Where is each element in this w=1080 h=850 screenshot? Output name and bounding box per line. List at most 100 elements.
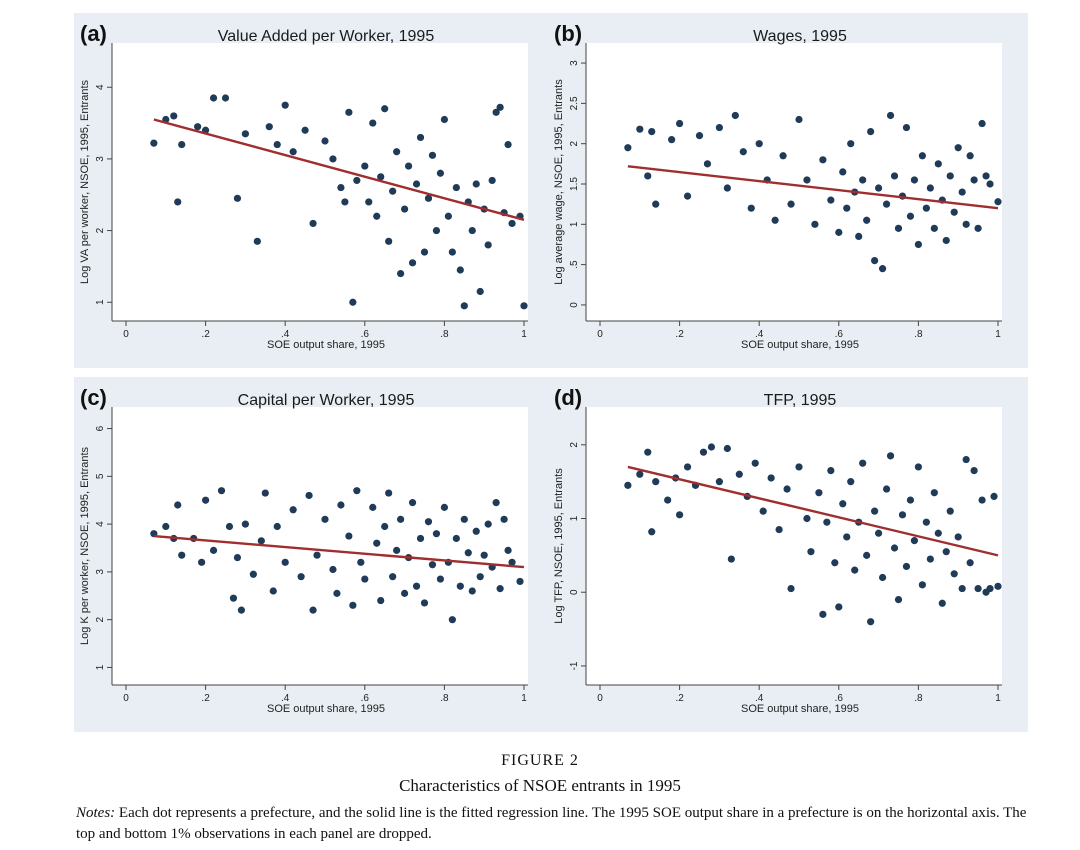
data-point — [676, 511, 684, 519]
x-tick-label: .2 — [675, 693, 684, 704]
data-point — [174, 501, 182, 509]
data-point — [767, 474, 775, 482]
data-point — [397, 515, 405, 523]
data-point — [237, 606, 246, 614]
plot-area — [586, 407, 1002, 685]
data-point — [257, 537, 265, 545]
data-point — [636, 125, 644, 133]
data-point — [859, 459, 867, 467]
data-point — [922, 204, 930, 212]
data-point — [484, 520, 492, 528]
data-point — [369, 503, 377, 511]
data-point — [934, 529, 942, 537]
data-point — [404, 162, 413, 170]
data-point — [516, 577, 524, 586]
data-point — [432, 530, 441, 538]
data-point — [871, 256, 879, 265]
data-point — [472, 527, 480, 535]
data-point — [476, 287, 484, 296]
x-tick-label: 0 — [597, 329, 603, 340]
data-point — [496, 103, 504, 111]
data-point — [333, 589, 341, 597]
data-point — [508, 558, 516, 566]
data-point — [496, 585, 504, 593]
y-tick-label: 1 — [569, 515, 580, 521]
data-point — [942, 236, 950, 245]
x-tick-label: .4 — [755, 693, 764, 704]
data-point — [420, 248, 429, 256]
panel-c: (c) Capital per Worker, 1995 0 .2 .4 .6 .8 1 1 2 3… — [74, 377, 554, 732]
data-point — [644, 448, 652, 456]
data-point — [281, 101, 289, 109]
data-point — [357, 558, 365, 566]
x-axis-label: SOE output share, 1995 — [741, 339, 859, 351]
data-point — [488, 176, 496, 185]
data-point — [393, 546, 401, 554]
data-point — [377, 596, 385, 605]
data-point — [476, 573, 484, 581]
data-point — [265, 123, 273, 131]
data-point — [938, 599, 946, 607]
data-point — [751, 459, 759, 467]
data-point — [835, 603, 843, 611]
data-point — [428, 561, 437, 569]
data-point — [779, 152, 787, 160]
data-point — [289, 148, 297, 156]
data-point — [882, 485, 891, 493]
data-point — [178, 140, 186, 149]
data-point — [484, 241, 492, 249]
x-tick-label: 1 — [521, 693, 527, 704]
data-point — [962, 220, 970, 228]
data-point — [401, 205, 409, 213]
data-point — [345, 532, 353, 540]
data-point — [823, 518, 831, 526]
data-point — [460, 302, 468, 310]
data-point — [448, 616, 456, 624]
data-point — [162, 522, 170, 531]
chart-title: Value Added per Worker, 1995 — [218, 28, 435, 45]
panel-label: (c) — [80, 385, 107, 410]
x-tick-label: .8 — [440, 329, 449, 340]
data-point — [843, 533, 851, 541]
y-tick-label: 0 — [569, 302, 580, 308]
plot-area — [112, 407, 528, 685]
data-point — [424, 194, 433, 202]
y-tick-label: 3 — [95, 156, 106, 162]
y-tick-label: 1 — [95, 299, 106, 305]
data-point — [468, 226, 476, 235]
data-point — [456, 266, 464, 274]
data-point — [978, 119, 986, 128]
data-point — [699, 448, 708, 456]
data-point — [886, 111, 895, 120]
fitted-regression-line — [627, 465, 999, 557]
data-point — [990, 492, 998, 500]
data-point — [827, 196, 835, 204]
data-point — [787, 584, 795, 593]
data-point — [863, 551, 871, 559]
data-point — [902, 123, 911, 132]
data-point — [966, 152, 974, 160]
x-tick-label: 0 — [597, 693, 603, 704]
data-point — [994, 582, 1002, 590]
panel-label: (a) — [80, 21, 107, 46]
panel-label: (b) — [554, 21, 582, 46]
data-point — [329, 565, 337, 574]
chart-title: Capital per Worker, 1995 — [238, 392, 415, 409]
data-point — [715, 123, 723, 132]
data-point — [986, 584, 994, 593]
data-point — [269, 587, 277, 595]
data-point — [468, 587, 476, 595]
data-point — [440, 115, 448, 124]
data-point — [273, 522, 281, 531]
data-point — [878, 573, 887, 582]
x-tick-label: .6 — [361, 329, 370, 340]
data-point — [401, 589, 409, 597]
data-point — [982, 172, 990, 180]
panel-d-chart: (d) TFP, 1995 0 .2 .4 .6 .8 1 -1 0 1 2 SOE output sh… — [553, 385, 1002, 715]
data-point — [217, 487, 226, 495]
panel-a: (a) Value Added per Worker, 1995 0 .2 .4 .6 .8… — [74, 13, 554, 368]
y-tick-label: -1 — [569, 661, 580, 670]
data-point — [452, 534, 460, 543]
x-tick-label: .2 — [675, 329, 684, 340]
data-point — [448, 248, 456, 256]
